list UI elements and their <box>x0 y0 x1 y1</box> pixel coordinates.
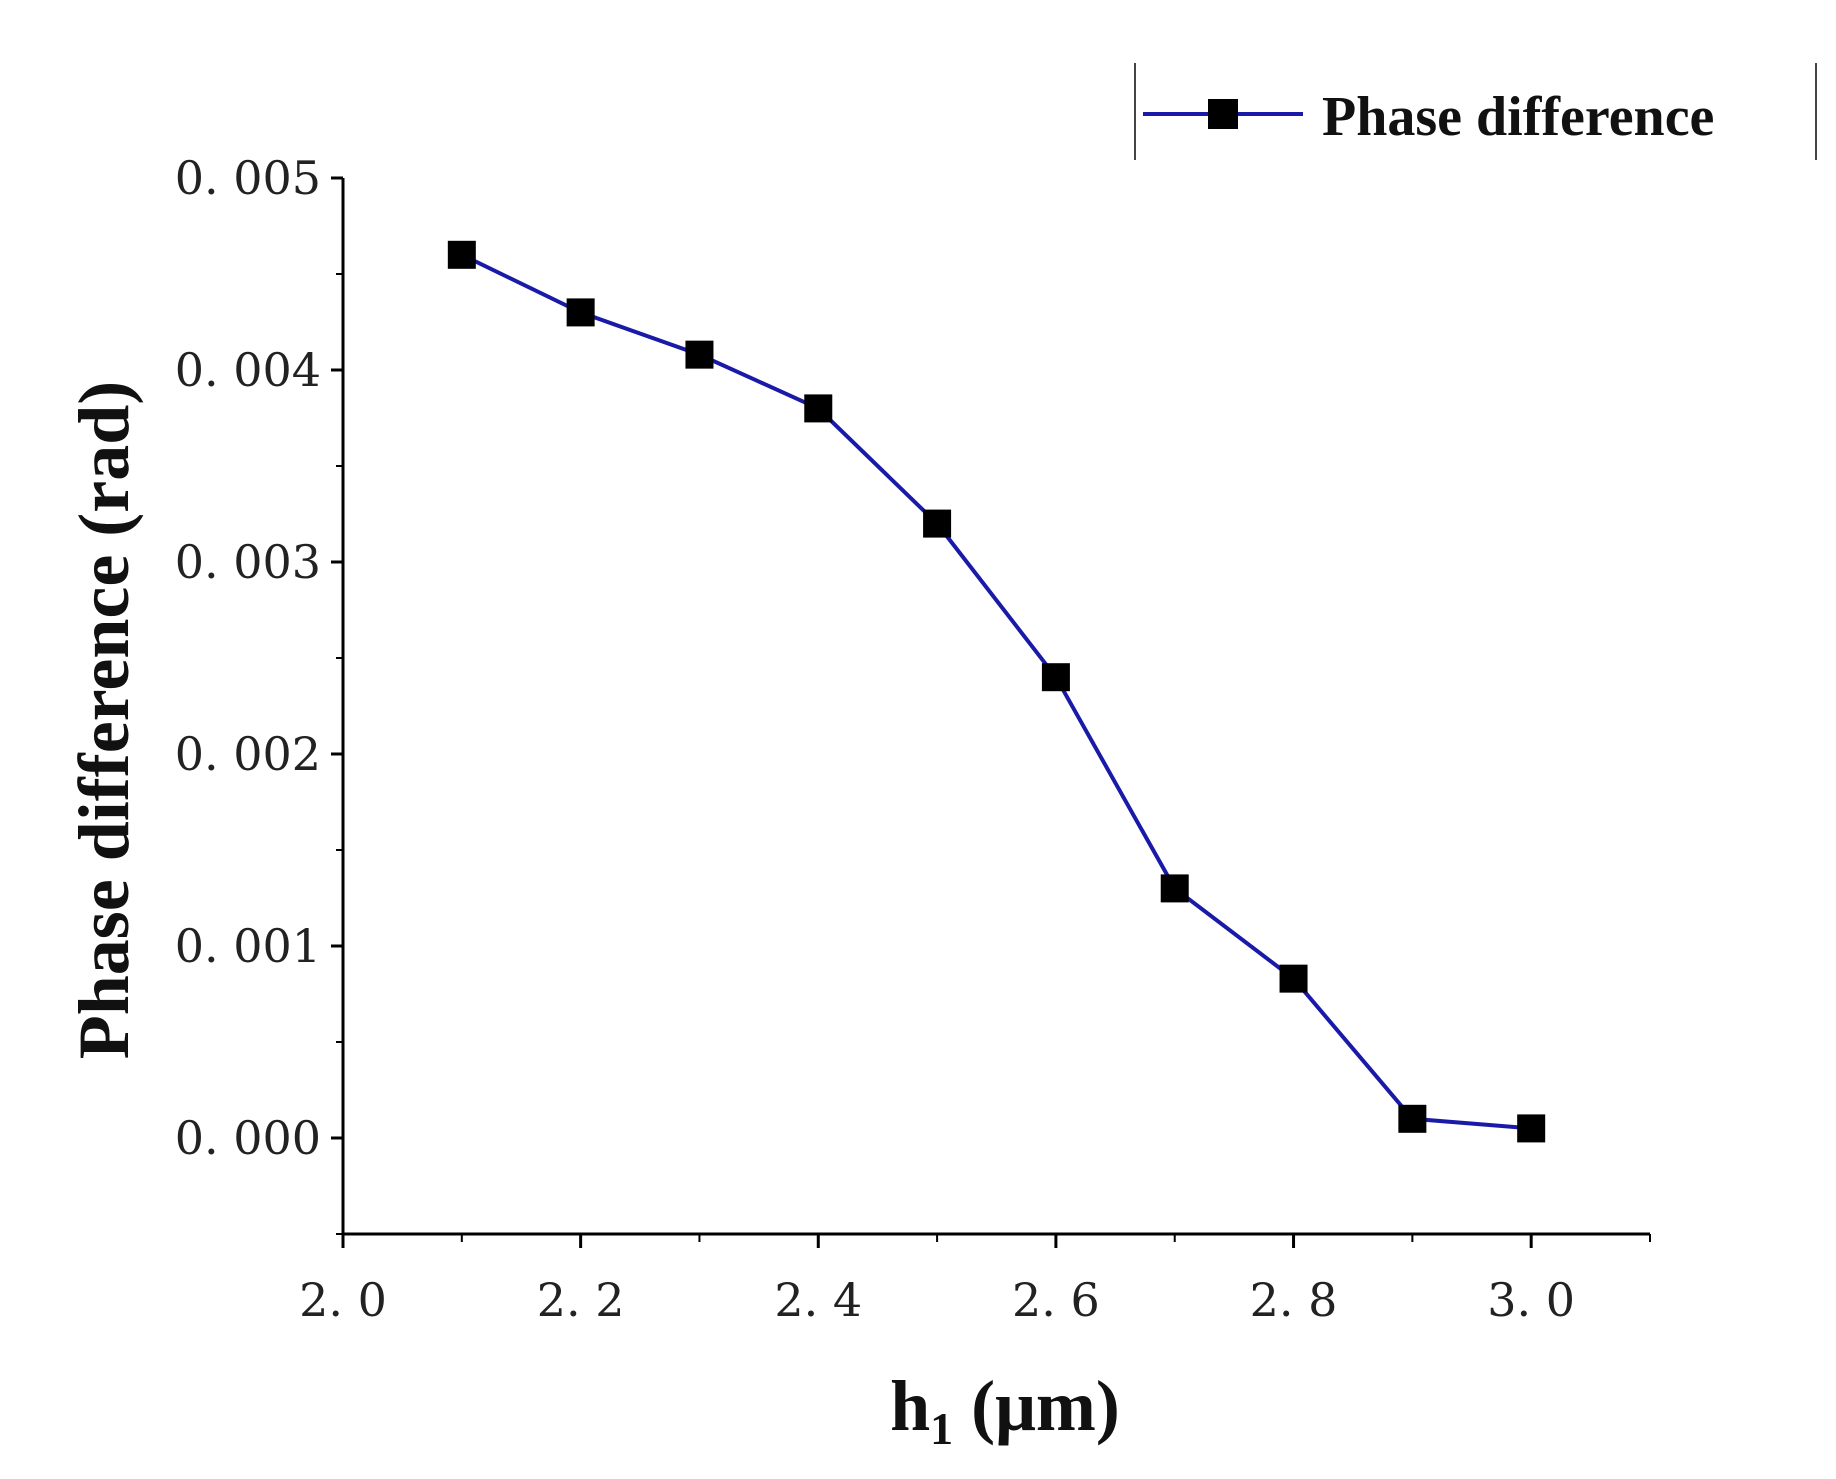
x-axis-title-main: h <box>890 1366 930 1446</box>
data-point-marker <box>1160 874 1189 903</box>
x-axis-title: h1 (μm) <box>890 1366 1120 1454</box>
axes <box>341 178 1650 1236</box>
x-tick-label: 3. 0 <box>1487 1273 1575 1327</box>
y-tick-label: 0. 003 <box>175 535 321 589</box>
x-axis-title-subscript: 1 <box>930 1403 953 1454</box>
x-axis-title-unit: (μm) <box>953 1366 1120 1446</box>
y-ticks: 0. 000 0. 001 0. 002 0. 003 0. 004 0. 005 <box>175 151 343 1235</box>
data-markers <box>447 240 1546 1143</box>
legend-label: Phase difference <box>1322 86 1714 148</box>
y-tick-label: 0. 000 <box>175 1111 321 1165</box>
y-tick-label: 0. 005 <box>175 151 321 205</box>
data-point-marker <box>923 509 952 538</box>
x-tick-label: 2. 0 <box>299 1273 387 1327</box>
data-point-marker <box>566 298 595 327</box>
series-line-phase-difference <box>460 253 1532 1131</box>
data-point-marker <box>1041 663 1070 692</box>
x-tick-label: 2. 2 <box>537 1273 625 1327</box>
y-tick-label: 0. 001 <box>175 919 321 973</box>
y-tick-label: 0. 002 <box>175 727 321 781</box>
data-point-marker <box>1279 964 1308 993</box>
x-tick-label: 2. 8 <box>1250 1273 1338 1327</box>
data-point-marker <box>1398 1104 1427 1133</box>
data-point-marker <box>804 394 833 423</box>
x-tick-label: 2. 6 <box>1012 1273 1100 1327</box>
x-tick-label: 2. 4 <box>774 1273 862 1327</box>
data-point-marker <box>685 340 714 369</box>
y-axis-title: Phase difference (rad) <box>64 381 144 1059</box>
legend: Phase difference <box>1134 63 1817 160</box>
legend-marker-sample <box>1208 99 1238 129</box>
x-ticks: 2. 0 2. 2 2. 4 2. 6 2. 8 3. 0 <box>299 1234 1651 1327</box>
y-tick-label: 0. 004 <box>175 343 321 397</box>
data-point-marker <box>1517 1114 1546 1143</box>
data-point-marker <box>447 240 476 269</box>
